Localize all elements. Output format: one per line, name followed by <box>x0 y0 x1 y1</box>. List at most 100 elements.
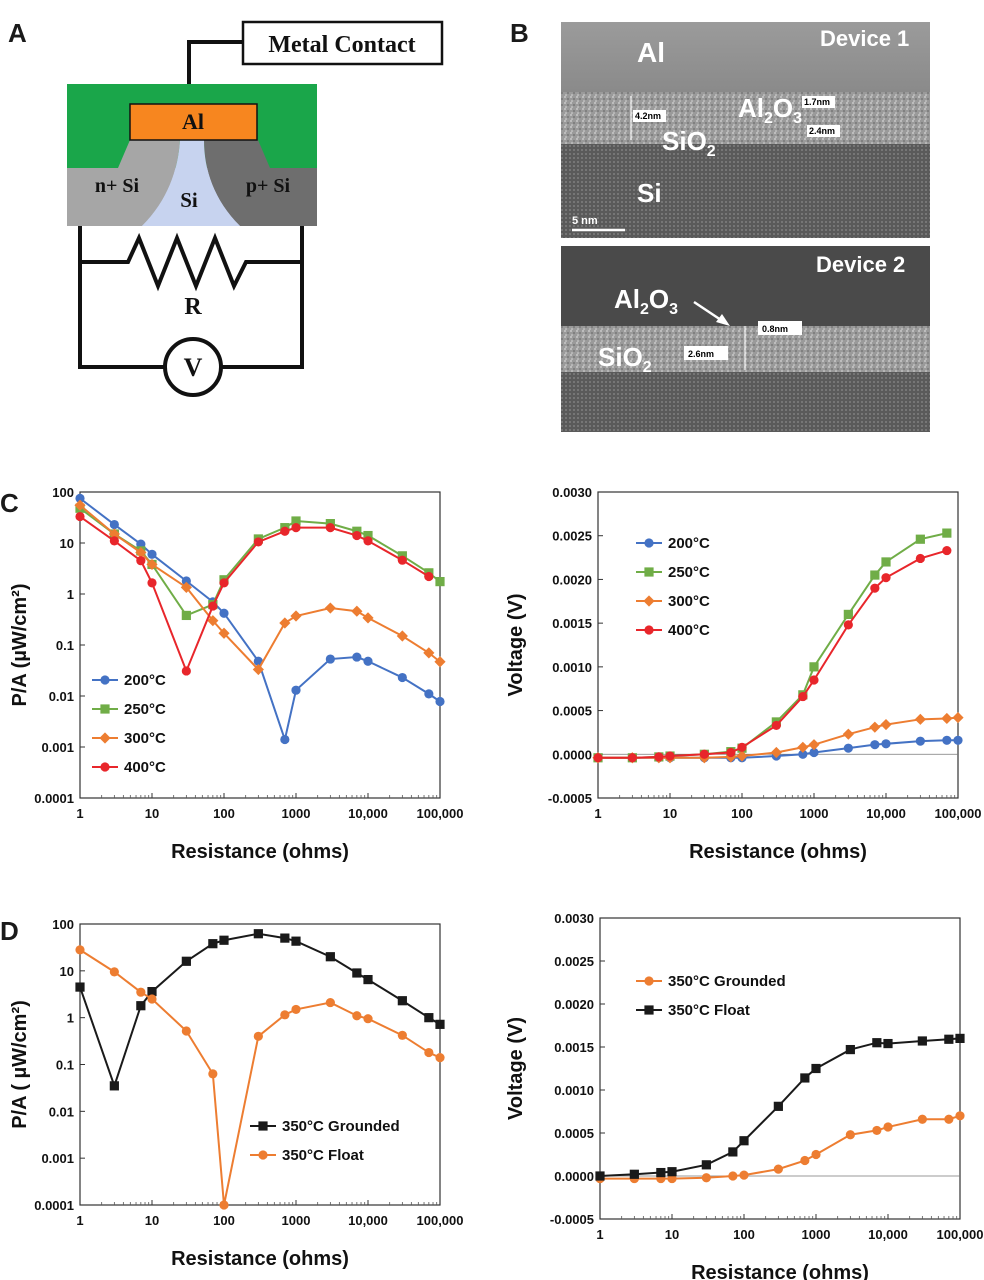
y-tick-label: 100 <box>52 485 74 500</box>
y-tick-label: 0.0001 <box>34 1198 74 1213</box>
data-point <box>352 1011 362 1021</box>
data-point <box>253 929 263 939</box>
metal-contact-box <box>241 20 444 66</box>
data-point <box>147 987 157 997</box>
x-tick-label: 10 <box>145 1213 159 1228</box>
y-tick-label: 0.1 <box>56 1058 74 1073</box>
data-point <box>955 1033 965 1043</box>
data-point <box>797 741 809 753</box>
y-tick-label: 0.0000 <box>554 1169 594 1184</box>
x-tick-label: 1 <box>596 1227 603 1242</box>
x-tick-label: 1 <box>76 1213 83 1228</box>
data-point <box>325 952 335 962</box>
y-tick-label: 0.0010 <box>554 1083 594 1098</box>
device1-sio2-label: SiO2 <box>662 126 716 160</box>
y-axis-label: P/A (µW/cm²) <box>9 584 31 707</box>
y-tick-label: 0.0025 <box>554 954 594 969</box>
data-point <box>253 1031 263 1041</box>
x-axis-label: Resistance (ohms) <box>171 1248 349 1270</box>
legend-label: 400°C <box>668 622 710 639</box>
series-line <box>599 1037 961 1177</box>
data-point <box>701 1173 711 1183</box>
data-point <box>252 663 264 676</box>
legend-label: 350°C Float <box>668 1002 750 1019</box>
data-point <box>917 1114 927 1124</box>
data-point <box>667 1167 677 1177</box>
resistor <box>78 226 304 292</box>
y-tick-label: 0.0005 <box>552 704 592 719</box>
data-point <box>291 1004 301 1015</box>
data-point <box>809 662 819 672</box>
data-point <box>207 615 219 627</box>
data-point <box>291 516 301 526</box>
data-point <box>397 1030 407 1040</box>
x-axis-label: Resistance (ohms) <box>691 1262 869 1280</box>
tem-device-2: Device 2 Al2O3 SiO2 0.8nm 2.6nm <box>561 246 930 432</box>
data-point <box>363 1014 373 1024</box>
device2-dim-26-box <box>684 346 728 360</box>
data-point <box>881 573 891 583</box>
y-tick-label: 10 <box>60 964 74 979</box>
data-point <box>424 689 434 699</box>
y-tick-label: -0.0005 <box>550 1212 594 1227</box>
p-si-label: p+ Si <box>246 175 291 197</box>
data-point <box>396 630 408 642</box>
x-tick-label: 100 <box>213 1213 235 1228</box>
series-line <box>600 1114 961 1180</box>
x-tick-label: 100,000 <box>417 1213 464 1228</box>
si-channel <box>142 140 240 226</box>
data-point <box>279 617 291 629</box>
legend-label: 350°C Grounded <box>668 973 786 990</box>
data-point <box>181 1026 191 1036</box>
data-point <box>363 530 373 541</box>
data-point <box>771 720 781 731</box>
data-point <box>280 734 290 745</box>
data-point <box>181 666 191 676</box>
data-point <box>280 933 290 943</box>
data-point <box>629 1169 639 1179</box>
tem-oxide-layer <box>561 92 930 144</box>
data-point <box>109 519 119 530</box>
y-tick-label: 0.0005 <box>554 1126 594 1141</box>
x-axis-label: Resistance (ohms) <box>171 841 349 863</box>
device1-scale-label: 5 nm <box>572 215 598 227</box>
data-point <box>798 749 808 759</box>
data-point <box>736 750 748 762</box>
data-point <box>109 967 119 977</box>
data-point <box>872 1038 882 1048</box>
y-tick-label: 1 <box>67 587 74 602</box>
device1-dim-24: 2.4nm <box>809 126 835 136</box>
y-tick-label: 0.0001 <box>34 791 74 806</box>
data-point <box>181 610 191 621</box>
chart-d-left: 1 10 100 1000 10,000 100,000 0.0001 0.001 0.01 0.… <box>9 917 464 1270</box>
data-point <box>843 620 853 630</box>
data-point <box>809 747 819 758</box>
data-point <box>654 752 664 762</box>
legend-marker <box>258 1150 268 1160</box>
x-tick-label: 10 <box>145 806 159 821</box>
data-point <box>656 1167 666 1178</box>
x-tick-label: 10 <box>665 1227 679 1242</box>
x-tick-label: 100 <box>213 806 235 821</box>
circuit-wire-left <box>78 262 165 369</box>
data-point <box>325 997 335 1008</box>
data-point <box>811 1063 821 1074</box>
data-point <box>135 546 147 559</box>
data-point <box>397 996 407 1006</box>
data-point <box>363 536 373 546</box>
chart-c-right: 1 10 100 1000 10,000 100,000 -0.0005 0.0000 0.00… <box>505 485 982 863</box>
data-point <box>325 523 335 533</box>
y-tick-label: 0.0025 <box>552 529 592 544</box>
data-point <box>180 581 192 593</box>
data-point <box>424 1047 434 1058</box>
y-tick-label: 10 <box>60 536 74 551</box>
legend-marker <box>100 762 110 772</box>
panel-letter-a: A <box>8 18 27 48</box>
device2-sio2-label: SiO2 <box>598 342 652 376</box>
data-point <box>424 1013 434 1023</box>
circuit-wire-right <box>221 262 304 369</box>
legend-marker <box>643 595 655 607</box>
x-tick-label: 1000 <box>282 1213 311 1228</box>
data-point <box>147 549 157 559</box>
data-point <box>881 739 891 749</box>
